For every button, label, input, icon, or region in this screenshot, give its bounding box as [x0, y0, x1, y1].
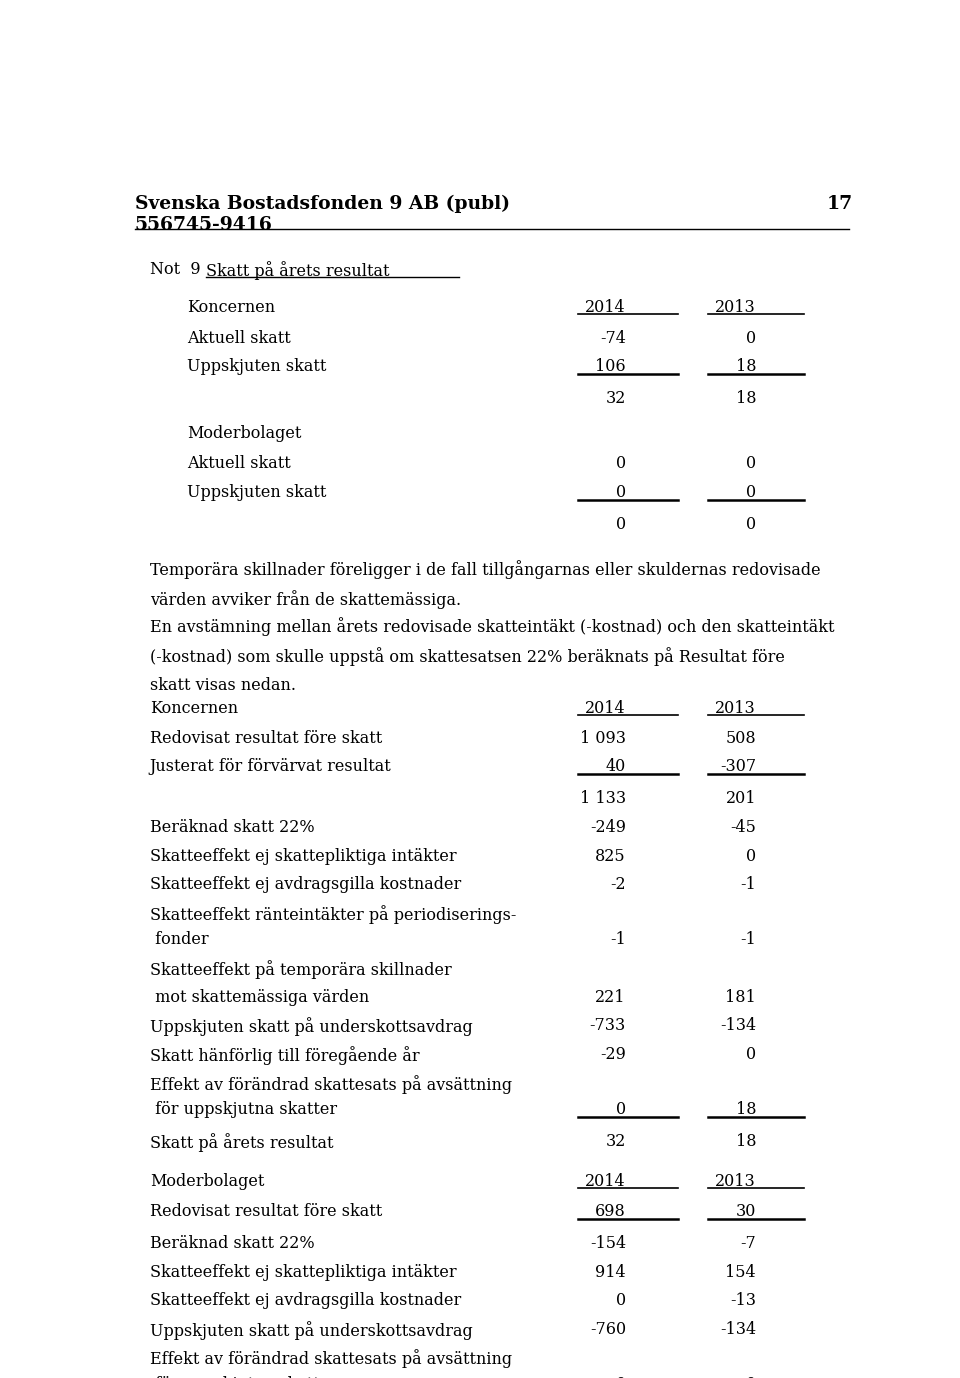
Text: 2014: 2014	[586, 299, 626, 316]
Text: Skatt på årets resultat: Skatt på årets resultat	[205, 260, 389, 280]
Text: 18: 18	[735, 358, 756, 375]
Text: 556745-9416: 556745-9416	[134, 216, 273, 234]
Text: (-kostnad) som skulle uppstå om skattesatsen 22% beräknats på Resultat före: (-kostnad) som skulle uppstå om skattesa…	[150, 648, 784, 666]
Text: 154: 154	[726, 1264, 756, 1280]
Text: Beräknad skatt 22%: Beräknad skatt 22%	[150, 819, 314, 836]
Text: Effekt av förändrad skattesats på avsättning: Effekt av förändrad skattesats på avsätt…	[150, 1349, 512, 1368]
Text: -307: -307	[720, 758, 756, 776]
Text: 106: 106	[595, 358, 626, 375]
Text: Skatteeffekt ej avdragsgilla kostnader: Skatteeffekt ej avdragsgilla kostnader	[150, 876, 461, 893]
Text: skatt visas nedan.: skatt visas nedan.	[150, 677, 296, 693]
Text: -134: -134	[720, 1017, 756, 1035]
Text: Uppskjuten skatt på underskottsavdrag: Uppskjuten skatt på underskottsavdrag	[150, 1017, 472, 1036]
Text: 201: 201	[726, 791, 756, 808]
Text: Koncernen: Koncernen	[150, 700, 238, 717]
Text: 0: 0	[615, 515, 626, 532]
Text: Svenska Bostadsfonden 9 AB (publ): Svenska Bostadsfonden 9 AB (publ)	[134, 196, 510, 214]
Text: -249: -249	[589, 819, 626, 836]
Text: 2013: 2013	[715, 700, 756, 717]
Text: 0: 0	[615, 455, 626, 473]
Text: -134: -134	[720, 1322, 756, 1338]
Text: 181: 181	[726, 989, 756, 1006]
Text: 0: 0	[746, 1377, 756, 1378]
Text: Koncernen: Koncernen	[187, 299, 276, 316]
Text: Temporära skillnader föreligger i de fall tillgångarnas eller skuldernas redovis: Temporära skillnader föreligger i de fal…	[150, 559, 821, 579]
Text: 0: 0	[615, 1377, 626, 1378]
Text: -1: -1	[740, 876, 756, 893]
Text: 2013: 2013	[715, 1174, 756, 1191]
Text: 30: 30	[735, 1203, 756, 1220]
Text: fonder: fonder	[150, 932, 208, 948]
Text: 32: 32	[606, 390, 626, 408]
Text: 40: 40	[606, 758, 626, 776]
Text: Skatteeffekt ej avdragsgilla kostnader: Skatteeffekt ej avdragsgilla kostnader	[150, 1293, 461, 1309]
Text: Justerat för förvärvat resultat: Justerat för förvärvat resultat	[150, 758, 392, 776]
Text: Uppskjuten skatt: Uppskjuten skatt	[187, 484, 326, 500]
Text: 221: 221	[595, 989, 626, 1006]
Text: Moderbolaget: Moderbolaget	[150, 1174, 264, 1191]
Text: 508: 508	[726, 730, 756, 747]
Text: -2: -2	[611, 876, 626, 893]
Text: 0: 0	[615, 484, 626, 500]
Text: 0: 0	[615, 1101, 626, 1118]
Text: Uppskjuten skatt på underskottsavdrag: Uppskjuten skatt på underskottsavdrag	[150, 1322, 472, 1339]
Text: -45: -45	[731, 819, 756, 836]
Text: -760: -760	[589, 1322, 626, 1338]
Text: Skatteeffekt ej skattepliktiga intäkter: Skatteeffekt ej skattepliktiga intäkter	[150, 1264, 456, 1280]
Text: Skatteeffekt ej skattepliktiga intäkter: Skatteeffekt ej skattepliktiga intäkter	[150, 847, 456, 864]
Text: 698: 698	[595, 1203, 626, 1220]
Text: -1: -1	[740, 932, 756, 948]
Text: Skatteeffekt ränteintäkter på periodiserings-: Skatteeffekt ränteintäkter på periodiser…	[150, 905, 516, 923]
Text: 18: 18	[735, 390, 756, 408]
Text: En avstämning mellan årets redovisade skatteintäkt (-kostnad) och den skatteintä: En avstämning mellan årets redovisade sk…	[150, 617, 834, 637]
Text: för uppskjutna skatter: för uppskjutna skatter	[150, 1101, 337, 1118]
Text: -154: -154	[589, 1235, 626, 1251]
Text: 17: 17	[827, 196, 852, 214]
Text: för uppskjutna skatter: för uppskjutna skatter	[150, 1377, 337, 1378]
Text: 0: 0	[746, 847, 756, 864]
Text: värden avviker från de skattemässiga.: värden avviker från de skattemässiga.	[150, 590, 461, 609]
Text: -29: -29	[600, 1046, 626, 1062]
Text: 914: 914	[595, 1264, 626, 1280]
Text: Uppskjuten skatt: Uppskjuten skatt	[187, 358, 326, 375]
Text: 0: 0	[746, 329, 756, 347]
Text: Aktuell skatt: Aktuell skatt	[187, 455, 291, 473]
Text: 18: 18	[735, 1133, 756, 1151]
Text: Redovisat resultat före skatt: Redovisat resultat före skatt	[150, 730, 382, 747]
Text: -733: -733	[589, 1017, 626, 1035]
Text: -7: -7	[740, 1235, 756, 1251]
Text: Aktuell skatt: Aktuell skatt	[187, 329, 291, 347]
Text: -13: -13	[731, 1293, 756, 1309]
Text: 2014: 2014	[586, 1174, 626, 1191]
Text: 0: 0	[746, 455, 756, 473]
Text: mot skattemässiga värden: mot skattemässiga värden	[150, 989, 369, 1006]
Text: Effekt av förändrad skattesats på avsättning: Effekt av förändrad skattesats på avsätt…	[150, 1075, 512, 1094]
Text: Moderbolaget: Moderbolaget	[187, 426, 301, 442]
Text: Skatt hänförlig till föregående år: Skatt hänförlig till föregående år	[150, 1046, 420, 1065]
Text: Skatt på årets resultat: Skatt på årets resultat	[150, 1133, 333, 1152]
Text: 1 133: 1 133	[580, 791, 626, 808]
Text: 18: 18	[735, 1101, 756, 1118]
Text: 0: 0	[746, 515, 756, 532]
Text: Not  9: Not 9	[150, 260, 201, 278]
Text: 0: 0	[746, 484, 756, 500]
Text: 0: 0	[615, 1293, 626, 1309]
Text: 2014: 2014	[586, 700, 626, 717]
Text: Redovisat resultat före skatt: Redovisat resultat före skatt	[150, 1203, 382, 1220]
Text: 825: 825	[595, 847, 626, 864]
Text: -1: -1	[611, 932, 626, 948]
Text: 2013: 2013	[715, 299, 756, 316]
Text: 1 093: 1 093	[580, 730, 626, 747]
Text: Skatteeffekt på temporära skillnader: Skatteeffekt på temporära skillnader	[150, 960, 451, 978]
Text: Beräknad skatt 22%: Beräknad skatt 22%	[150, 1235, 314, 1251]
Text: 0: 0	[746, 1046, 756, 1062]
Text: -74: -74	[600, 329, 626, 347]
Text: 32: 32	[606, 1133, 626, 1151]
